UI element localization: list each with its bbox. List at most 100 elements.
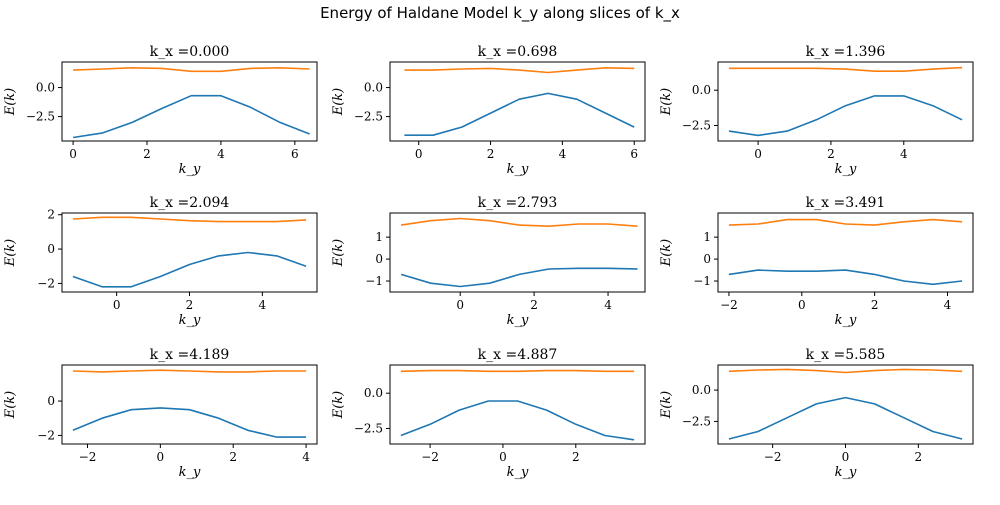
- upper-band-line: [72, 369, 307, 373]
- y-tick-label: −2: [37, 276, 55, 290]
- subplot-7: −2 0 2 4 0 −2 k_x =4.189 k_y E(k): [3, 347, 318, 480]
- x-axis-label: k_y: [179, 313, 201, 328]
- lower-band-line: [72, 94, 310, 139]
- x-tick-label: 6: [630, 147, 638, 161]
- upper-band-line: [73, 67, 310, 73]
- x-tick-label: 0: [415, 147, 423, 161]
- lower-band-line: [400, 400, 635, 441]
- x-tick-label: −2: [79, 450, 97, 464]
- subplot-8: −2 0 2 0.0 −2.5 k_x =4.887 k_y E(k): [331, 347, 646, 480]
- y-axis-label: E(k): [331, 88, 346, 117]
- subplot-1: 0 2 4 6 0.0 −2.5 k_x =0.000 k_y E(k): [3, 44, 318, 177]
- subplot-4: 0 2 4 2 0 −2 k_x =2.094 k_y E(k): [3, 195, 318, 328]
- x-tick-label: 0: [456, 298, 464, 312]
- subplot-5: 0 2 4 1 0 −1 k_x =2.793 k_y E(k): [331, 195, 646, 328]
- x-axis-label: k_y: [179, 162, 201, 177]
- axes-frame: [717, 212, 974, 293]
- subplot-9: −2 0 2 0.0 −2.5 k_x =5.585 k_y E(k): [659, 347, 974, 480]
- subplot-title: k_x =4.189: [150, 347, 230, 363]
- x-tick-label: 0: [157, 450, 165, 464]
- y-axis-label: E(k): [659, 239, 674, 268]
- subplot-title: k_x =5.585: [806, 347, 886, 363]
- y-axis-label: E(k): [331, 239, 346, 268]
- y-axis-label: E(k): [659, 391, 674, 420]
- y-tick-label: −2.5: [354, 421, 383, 435]
- y-tick-label: 0: [47, 394, 55, 408]
- x-tick-label: 0: [113, 298, 121, 312]
- x-axis-label: k_y: [507, 162, 529, 177]
- x-tick-label: 2: [530, 298, 538, 312]
- x-tick-label: −2: [421, 450, 439, 464]
- y-tick-label: 0: [375, 252, 383, 266]
- upper-band-line: [72, 216, 307, 223]
- lower-band-line: [728, 95, 963, 137]
- y-tick-label: 2: [47, 208, 55, 222]
- x-tick-label: 2: [186, 298, 194, 312]
- axes-frame: [61, 364, 318, 445]
- x-tick-label: 4: [559, 147, 567, 161]
- lower-band-line: [400, 267, 638, 288]
- subplot-6: −2 0 2 4 1 0 −1 k_x =3.491 k_y E(k): [659, 195, 974, 328]
- x-tick-label: −2: [764, 450, 782, 464]
- x-axis-label: k_y: [507, 465, 529, 480]
- subplot-title: k_x =3.491: [806, 195, 886, 211]
- axes-frame: [717, 61, 974, 142]
- x-tick-label: 4: [900, 147, 908, 161]
- x-tick-label: 0: [798, 298, 806, 312]
- subplot-title: k_x =1.396: [806, 44, 886, 60]
- upper-band-line: [728, 66, 963, 72]
- y-tick-label: −1: [365, 274, 383, 288]
- upper-band-line: [728, 368, 963, 374]
- subplot-title: k_x =0.000: [150, 44, 230, 60]
- y-tick-label: −2.5: [682, 414, 711, 428]
- axes-frame: [389, 61, 646, 142]
- axes-frame: [61, 212, 318, 293]
- y-axis-label: E(k): [3, 391, 18, 420]
- y-tick-label: −2: [37, 428, 55, 442]
- upper-band-line: [404, 67, 635, 74]
- upper-band-line: [400, 369, 635, 373]
- y-tick-label: 0.0: [692, 383, 711, 397]
- x-axis-label: k_y: [835, 162, 857, 177]
- x-tick-label: 2: [915, 450, 923, 464]
- y-tick-label: 0.0: [36, 81, 55, 95]
- x-tick-label: 0: [69, 147, 77, 161]
- y-tick-label: 0.0: [364, 386, 383, 400]
- x-tick-label: 0: [499, 450, 507, 464]
- x-tick-label: −2: [720, 298, 738, 312]
- y-tick-label: 0: [47, 242, 55, 256]
- y-tick-label: −2.5: [26, 110, 55, 124]
- y-axis-label: E(k): [3, 88, 18, 117]
- upper-band-line: [400, 217, 638, 227]
- lower-band-line: [404, 92, 635, 136]
- x-tick-label: 4: [944, 298, 952, 312]
- subplot-title: k_x =2.094: [150, 195, 230, 211]
- x-tick-label: 2: [229, 450, 237, 464]
- x-tick-label: 0: [754, 147, 762, 161]
- x-axis-label: k_y: [835, 313, 857, 328]
- x-tick-label: 2: [871, 298, 879, 312]
- subplot-title: k_x =0.698: [478, 44, 558, 60]
- lower-band-line: [728, 396, 963, 440]
- x-tick-label: 6: [291, 147, 299, 161]
- x-tick-label: 2: [487, 147, 495, 161]
- y-tick-label: 0: [703, 252, 711, 266]
- x-tick-label: 2: [143, 147, 151, 161]
- axes-frame: [389, 212, 646, 293]
- x-tick-label: 0: [842, 450, 850, 464]
- subplot-title: k_x =4.887: [478, 347, 558, 363]
- x-axis-label: k_y: [835, 465, 857, 480]
- x-axis-label: k_y: [179, 465, 201, 480]
- y-tick-label: 1: [703, 230, 711, 244]
- x-tick-label: 4: [302, 450, 310, 464]
- subplot-2: 0 2 4 6 0.0 −2.5 k_x =0.698 k_y E(k): [331, 44, 646, 177]
- y-tick-label: 1: [375, 230, 383, 244]
- y-tick-label: −2.5: [354, 110, 383, 124]
- subplot-title: k_x =2.793: [478, 195, 558, 211]
- lower-band-line: [728, 269, 963, 286]
- y-axis-label: E(k): [331, 391, 346, 420]
- x-tick-label: 4: [259, 298, 267, 312]
- subplot-3: 0 2 4 0.0 −2.5 k_x =1.396 k_y E(k): [659, 44, 974, 177]
